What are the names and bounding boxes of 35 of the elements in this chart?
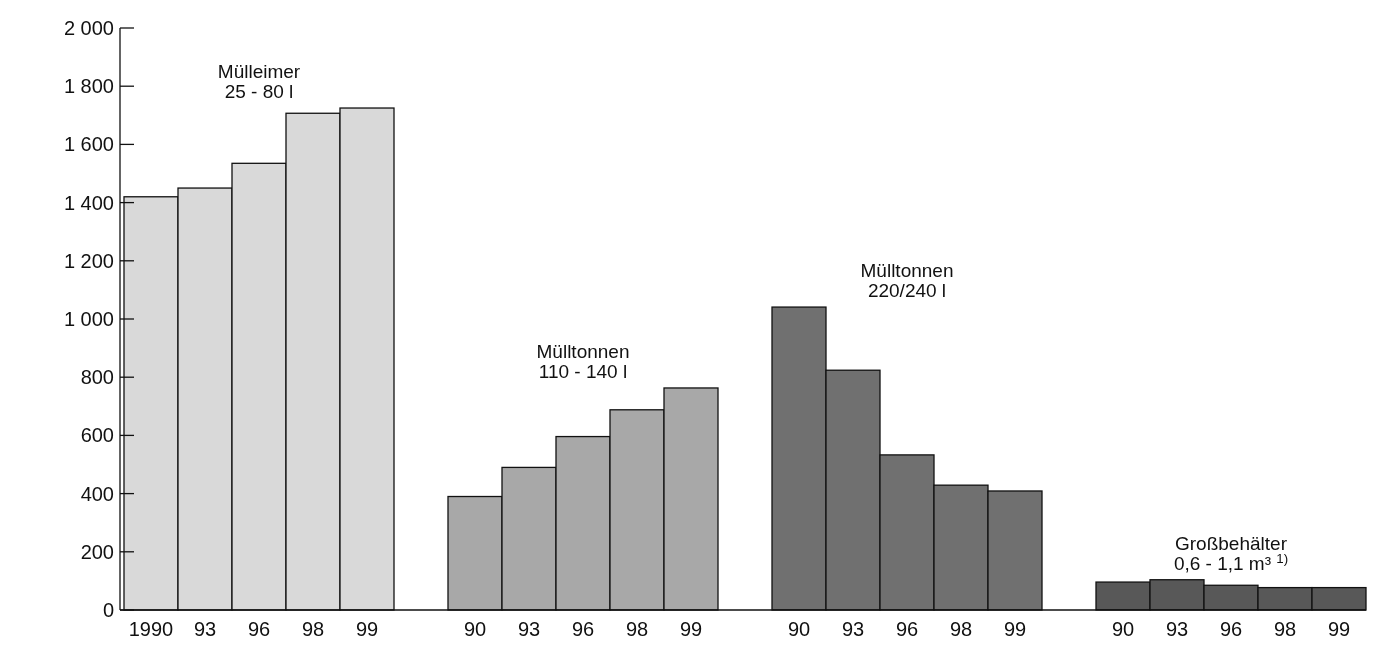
x-tick-label: 99 <box>679 618 703 640</box>
y-tick-label: 1 200 <box>63 249 114 272</box>
x-tick-label: 90 <box>787 618 811 640</box>
x-tick-label: 90 <box>463 618 487 640</box>
y-tick-label: 0 <box>102 599 114 621</box>
series-label: Mülleimer 25 - 80 l <box>217 61 301 103</box>
x-tick-label: 93 <box>841 618 865 640</box>
x-tick-label: 98 <box>301 618 325 640</box>
y-tick-label: 600 <box>80 424 114 447</box>
x-tick-label: 99 <box>1327 618 1351 640</box>
x-tick-label: 96 <box>571 618 595 640</box>
x-tick-label: 96 <box>1219 618 1243 640</box>
x-tick-label: 98 <box>949 618 973 640</box>
y-tick-label: 1 400 <box>63 191 114 214</box>
y-tick-label: 1 600 <box>63 133 114 156</box>
x-tick-label: 96 <box>247 618 271 640</box>
x-tick-label: 90 <box>1111 618 1135 640</box>
x-tick-label: 93 <box>193 618 217 640</box>
y-tick-label: 800 <box>80 366 114 389</box>
series-label: Großbehälter 0,6 - 1,1 m³ $^{1)}$ <box>1173 532 1289 574</box>
x-tick-label: 1990 <box>128 618 174 640</box>
x-tick-label: 93 <box>1165 618 1189 640</box>
y-tick-label: 2 000 <box>63 17 114 39</box>
x-tick-label: 99 <box>1003 618 1027 640</box>
x-tick-label: 93 <box>517 618 541 640</box>
x-tick-label: 98 <box>1273 618 1297 640</box>
y-tick-label: 1 000 <box>63 308 114 330</box>
y-tick-label: 1 800 <box>63 75 114 98</box>
x-tick-label: 99 <box>355 618 379 640</box>
y-tick-label: 200 <box>80 540 114 563</box>
y-tick-label: 400 <box>80 482 114 505</box>
x-tick-label: 98 <box>625 618 649 640</box>
series-label: Mülltonnen 220/240 l <box>860 260 954 302</box>
x-tick-label: 96 <box>895 618 919 640</box>
series-label: Mülltonnen 110 - 140 l <box>536 341 630 382</box>
